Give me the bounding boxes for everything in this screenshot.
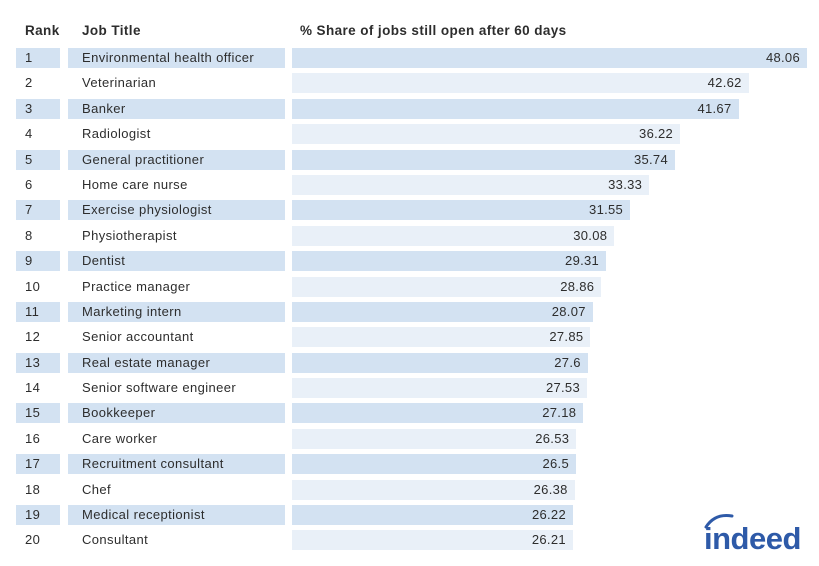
job-title-cell: Marketing intern xyxy=(68,301,285,322)
value-bar: 26.53 xyxy=(292,428,577,449)
rank-cell: 2 xyxy=(25,75,33,91)
job-title-cell: Senior accountant xyxy=(82,329,194,345)
job-title-cell: Physiotherapist xyxy=(82,227,177,243)
rank-cell: 1 xyxy=(16,48,60,68)
value-bar: 41.67 xyxy=(292,98,739,119)
rank-cell: 10 xyxy=(25,278,41,294)
table-row: 4 Radiologist 36.22 xyxy=(16,124,807,145)
value-bar: 27.18 xyxy=(292,403,584,424)
value-bar: 26.22 xyxy=(292,505,573,526)
rank-cell: 3 xyxy=(16,98,60,119)
job-title-cell: Bookkeeper xyxy=(68,403,285,424)
value-bar: 27.53 xyxy=(292,378,587,399)
rank-cell: 17 xyxy=(16,454,60,475)
value-bar: 42.62 xyxy=(292,73,749,94)
rank-cell: 4 xyxy=(25,126,33,142)
table-row: 17 Recruitment consultant 26.5 xyxy=(16,454,807,475)
rank-cell: 12 xyxy=(25,329,41,345)
value-bar: 36.22 xyxy=(292,124,681,145)
job-title-cell: Medical receptionist xyxy=(68,505,285,526)
value-bar: 26.5 xyxy=(292,454,576,475)
table-row: 18 Chef 26.38 xyxy=(16,479,807,500)
value-bar: 30.08 xyxy=(292,225,615,246)
table-row: 16 Care worker 26.53 xyxy=(16,428,807,449)
job-title-cell: Chef xyxy=(82,481,112,497)
table-row: 1 Environmental health officer 48.06 xyxy=(16,48,807,68)
job-title-cell: General practitioner xyxy=(68,149,285,170)
value-bar: 29.31 xyxy=(292,251,607,272)
job-title-cell: Radiologist xyxy=(82,126,151,142)
table-row: 15 Bookkeeper 27.18 xyxy=(16,403,807,424)
rank-column-header: Rank xyxy=(25,23,60,38)
job-title-cell: Dentist xyxy=(68,251,285,272)
job-title-cell: Consultant xyxy=(82,532,149,548)
table-row: 19 Medical receptionist 26.22 xyxy=(16,505,807,526)
table-row: 14 Senior software engineer 27.53 xyxy=(16,378,807,399)
table-row: 8 Physiotherapist 30.08 xyxy=(16,225,807,246)
table-row: 5 General practitioner 35.74 xyxy=(16,149,807,170)
value-bar: 26.21 xyxy=(292,530,573,551)
value-bar: 33.33 xyxy=(292,174,650,195)
table-row: 7 Exercise physiologist 31.55 xyxy=(16,200,807,221)
rank-cell: 19 xyxy=(16,505,60,526)
job-title-cell: Home care nurse xyxy=(82,176,188,192)
value-bar: 48.06 xyxy=(292,48,807,68)
table-row: 10 Practice manager 28.86 xyxy=(16,276,807,297)
rank-cell: 6 xyxy=(25,176,33,192)
table-row: 9 Dentist 29.31 xyxy=(16,251,807,272)
rank-cell: 11 xyxy=(16,301,60,322)
job-title-cell: Environmental health officer xyxy=(68,48,285,68)
value-bar: 27.6 xyxy=(292,352,588,373)
indeed-logo: indeed xyxy=(698,508,812,556)
rank-cell: 13 xyxy=(16,352,60,373)
table-row: 3 Banker 41.67 xyxy=(16,98,807,119)
rank-cell: 16 xyxy=(25,430,41,446)
rank-cell: 5 xyxy=(16,149,60,170)
table-row: 6 Home care nurse 33.33 xyxy=(16,174,807,195)
rank-cell: 7 xyxy=(16,200,60,221)
table-row: 11 Marketing intern 28.07 xyxy=(16,301,807,322)
rank-cell: 18 xyxy=(25,481,41,497)
indeed-logo-text: indeed xyxy=(704,521,801,556)
job-title-cell: Practice manager xyxy=(82,278,191,294)
job-title-cell: Veterinarian xyxy=(82,75,157,91)
job-title-cell: Senior software engineer xyxy=(82,380,237,396)
job-title-column-header: Job Title xyxy=(82,23,141,38)
job-title-cell: Care worker xyxy=(82,430,158,446)
job-title-cell: Recruitment consultant xyxy=(68,454,285,475)
rank-cell: 15 xyxy=(16,403,60,424)
job-title-cell: Exercise physiologist xyxy=(68,200,285,221)
rank-cell: 20 xyxy=(25,532,41,548)
value-bar: 26.38 xyxy=(292,479,575,500)
table-row: 20 Consultant 26.21 xyxy=(16,530,807,551)
job-title-cell: Real estate manager xyxy=(68,352,285,373)
share-column-header: % Share of jobs still open after 60 days xyxy=(300,23,567,38)
rank-cell: 8 xyxy=(25,227,33,243)
value-bar: 27.85 xyxy=(292,327,591,348)
job-title-cell: Banker xyxy=(68,98,285,119)
value-bar: 28.86 xyxy=(292,276,602,297)
value-bar: 28.07 xyxy=(292,301,593,322)
rank-cell: 14 xyxy=(25,380,41,396)
value-bar: 31.55 xyxy=(292,200,631,221)
value-bar: 35.74 xyxy=(292,149,675,170)
indeed-logo-graphic: indeed xyxy=(704,514,801,556)
chart-rows: 1 Environmental health officer 48.06 2 Veter… xyxy=(16,48,807,556)
indeed-logo-arc-icon xyxy=(704,514,734,529)
table-row: 2 Veterinarian 42.62 xyxy=(16,73,807,94)
rank-cell: 9 xyxy=(16,251,60,272)
table-row: 12 Senior accountant 27.85 xyxy=(16,327,807,348)
table-row: 13 Real estate manager 27.6 xyxy=(16,352,807,373)
